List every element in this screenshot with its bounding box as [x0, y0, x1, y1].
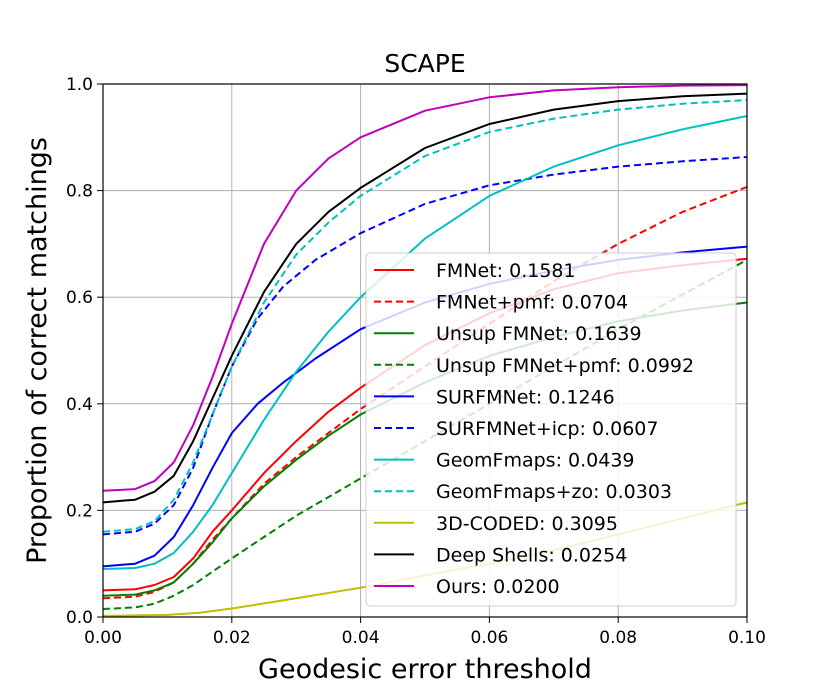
legend-label-2: Unsup FMNet: 0.1639: [436, 323, 642, 345]
series-line-7: [102, 99, 748, 533]
y-tick-label: 0.8: [66, 182, 93, 202]
y-tick-label: 1.0: [66, 75, 93, 95]
series-line-6: [102, 115, 748, 570]
x-axis-label: Geodesic error threshold: [258, 654, 592, 685]
x-tick-label: 0.00: [84, 628, 122, 648]
legend-label-9: Deep Shells: 0.0254: [436, 544, 627, 566]
y-tick-label: 0.6: [66, 288, 93, 308]
chart-title: SCAPE: [384, 49, 465, 78]
series-line-10: [102, 84, 748, 492]
legend-label-0: FMNet: 0.1581: [436, 260, 576, 282]
y-tick-label: 0.4: [66, 395, 93, 415]
plot-lines: [102, 84, 748, 617]
legend-label-6: GeomFmaps: 0.0439: [436, 450, 635, 472]
y-tick-label: 0.2: [66, 501, 93, 521]
plot-area-frame: [102, 83, 748, 618]
x-tick-label: 0.10: [728, 628, 766, 648]
series-line-5: [102, 156, 748, 536]
legend-label-8: 3D-CODED: 0.3095: [436, 513, 618, 535]
x-tick-label: 0.04: [342, 628, 380, 648]
legend-label-3: Unsup FMNet+pmf: 0.0992: [436, 355, 694, 377]
legend-label-7: GeomFmaps+zo: 0.0303: [436, 481, 672, 503]
axis-ticks: 0.00 0.02 0.04 0.06 0.08 0.10 0.0 0.2 0.4 0.6 0.8 1…: [66, 75, 766, 648]
y-axis-label: Proportion of correct matchings: [22, 137, 53, 564]
legend-label-1: FMNet+pmf: 0.0704: [436, 292, 628, 314]
legend-box: [365, 252, 737, 607]
legend-label-10: Ours: 0.0200: [436, 576, 560, 598]
series-line-9: [102, 92, 748, 504]
x-tick-label: 0.06: [470, 628, 508, 648]
legend-label-4: SURFMNet: 0.1246: [436, 386, 615, 408]
x-tick-label: 0.02: [213, 628, 251, 648]
y-tick-label: 0.0: [66, 608, 93, 628]
legend: FMNet: 0.1581 FMNet+pmf: 0.0704 Unsup FMNe…: [365, 252, 737, 607]
legend-label-5: SURFMNet+icp: 0.0607: [436, 418, 658, 440]
x-tick-label: 0.08: [599, 628, 637, 648]
